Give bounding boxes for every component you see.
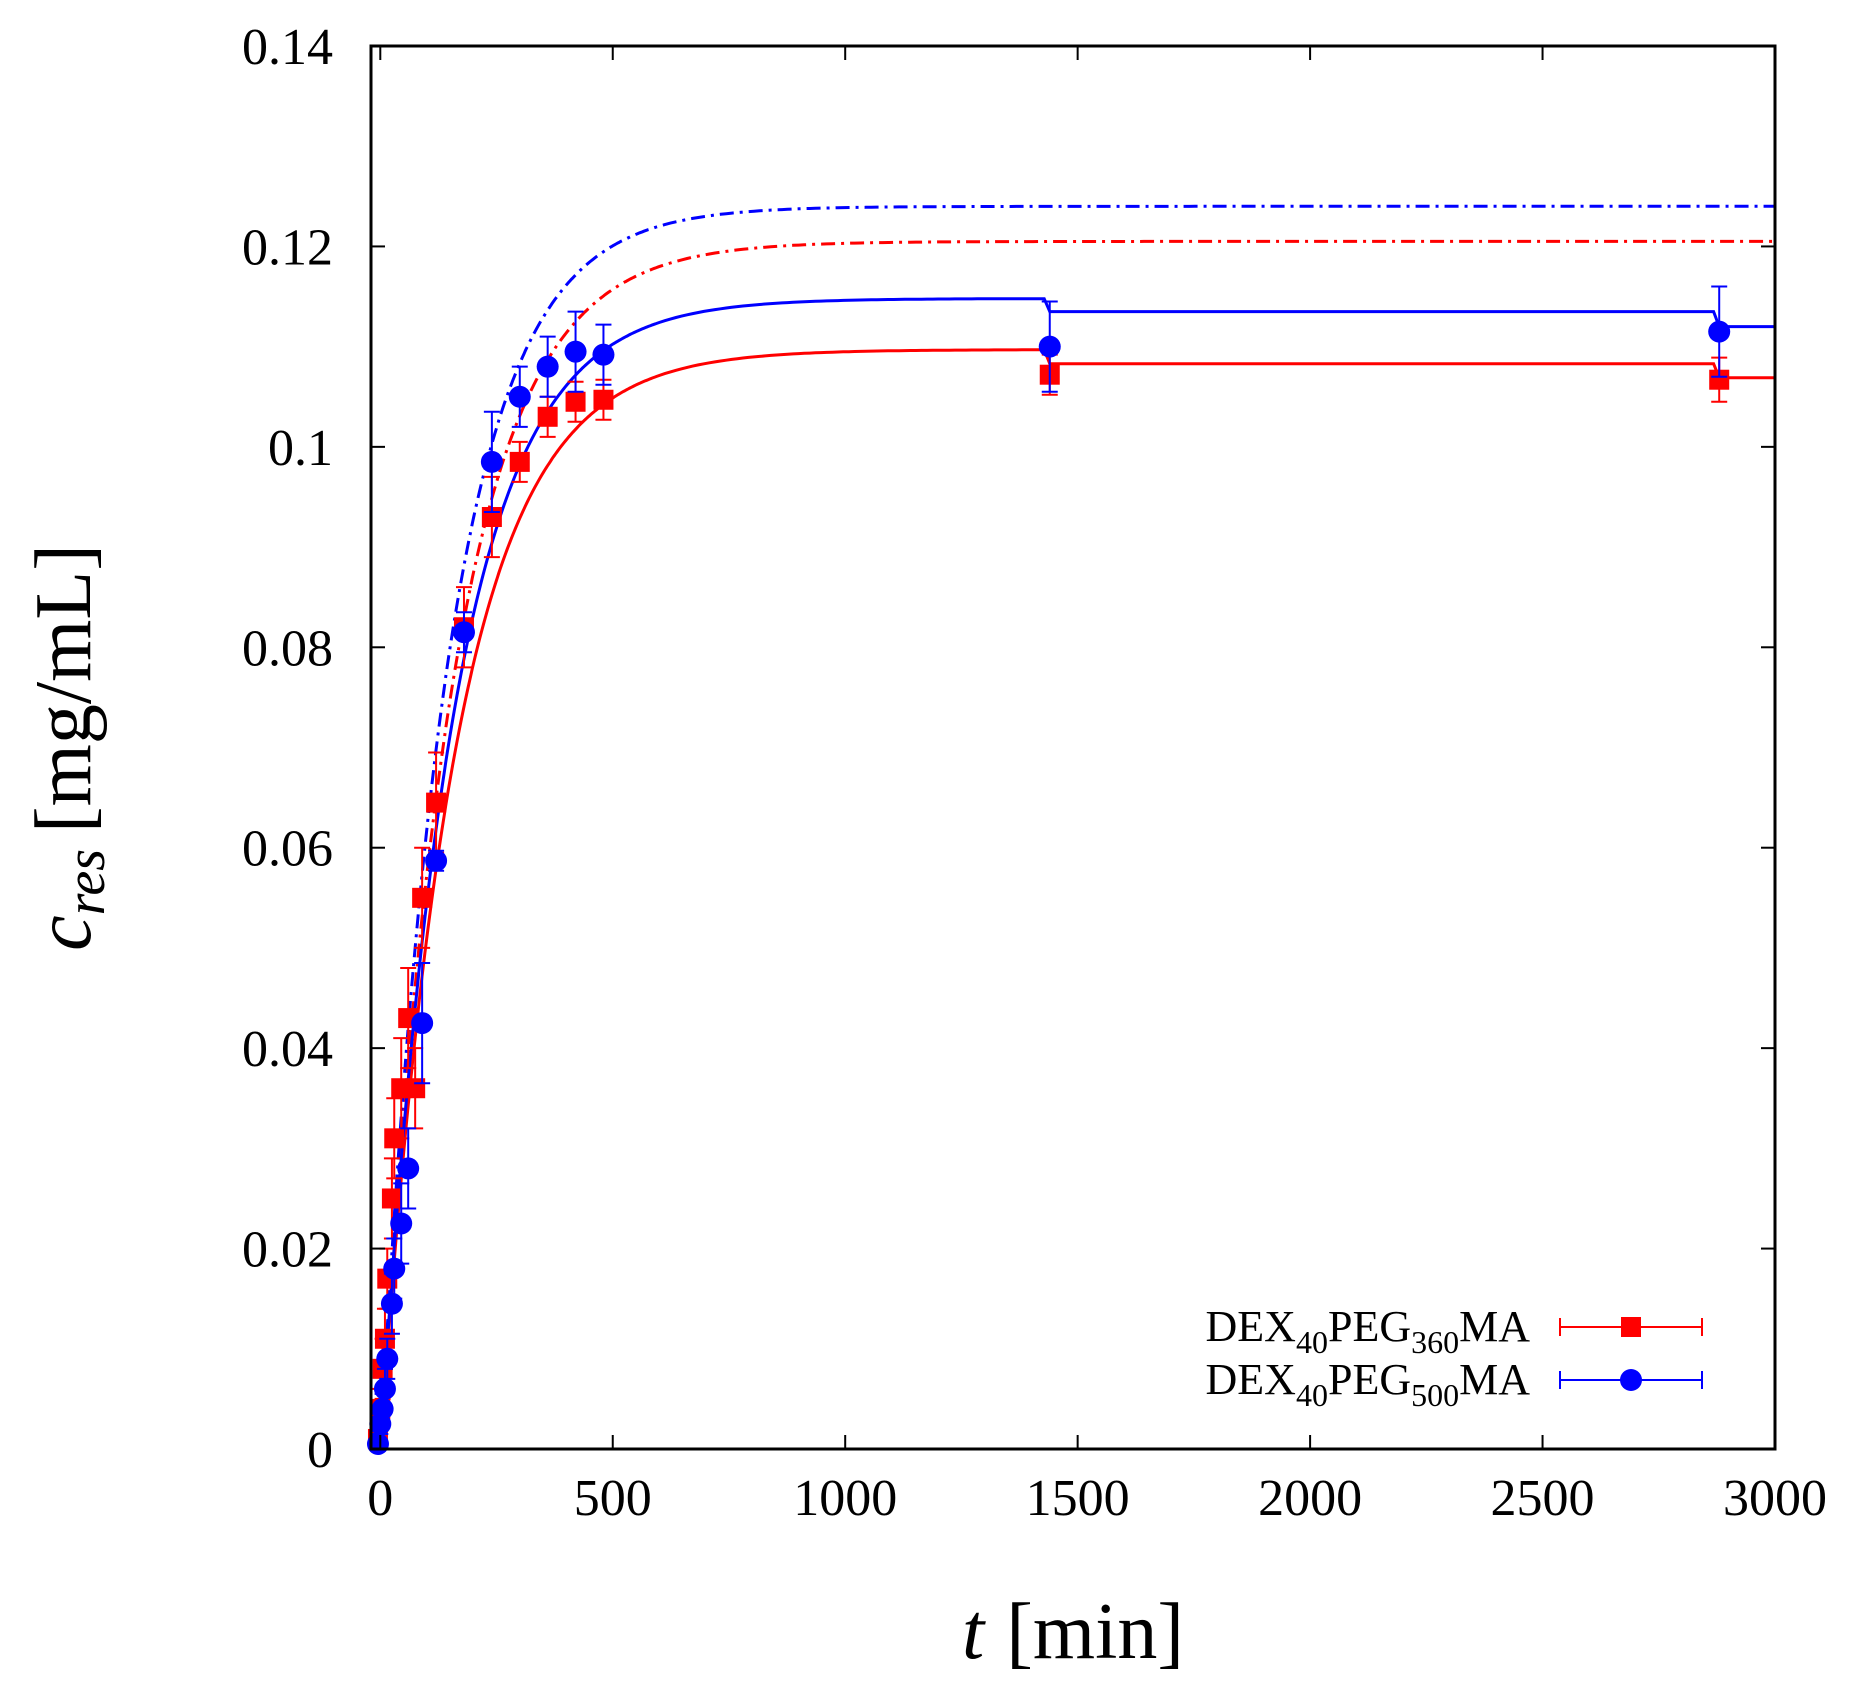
data-point-square <box>565 391 586 412</box>
curves-layer <box>378 204 1775 1450</box>
data-point-square <box>593 389 614 410</box>
y-tick-label: 0.1 <box>268 420 333 477</box>
data-point-circle <box>411 1012 434 1035</box>
x-tick-label: 3000 <box>1723 1470 1827 1527</box>
data-point-circle <box>425 849 448 872</box>
legend-text-part: PEG <box>1328 1355 1411 1404</box>
y-axis-sub: res <box>55 849 117 915</box>
x-tick-label: 2500 <box>1491 1470 1595 1527</box>
data-point-circle <box>1038 335 1061 358</box>
data-point-circle <box>380 1292 403 1315</box>
data-point-circle <box>508 385 531 408</box>
data-point-circle <box>376 1347 399 1370</box>
theory-curve-series-1 <box>378 239 1775 1450</box>
data-point-circle <box>452 621 475 644</box>
data-layer <box>366 285 1731 1455</box>
legend-marker-square <box>1621 1317 1641 1337</box>
data-point-circle <box>397 1157 420 1180</box>
plot-frame <box>369 44 1777 1451</box>
y-tick-label: 0.14 <box>242 19 333 76</box>
x-axis-var: t <box>962 1588 986 1676</box>
y-tick-label: 0 <box>307 1422 333 1479</box>
legend-text-part: PEG <box>1328 1302 1411 1351</box>
y-tick-label: 0.12 <box>242 219 333 276</box>
legend-text-part: MA <box>1459 1355 1530 1404</box>
legend-marker-circle <box>1620 1369 1642 1391</box>
legend-subscript: 360 <box>1411 1324 1459 1360</box>
y-axis-var: c <box>20 915 108 951</box>
x-axis-unit: [min] <box>1006 1588 1184 1676</box>
y-tick-label: 0.02 <box>242 1222 333 1279</box>
data-point-square <box>1709 369 1730 390</box>
x-tick-label: 1500 <box>1026 1470 1130 1527</box>
data-point-circle <box>480 450 503 473</box>
data-point-circle <box>564 340 587 363</box>
data-point-circle <box>592 343 615 366</box>
data-point-circle <box>1708 320 1731 343</box>
y-axis-unit: [mg/mL] <box>20 544 108 833</box>
tick-layer: 0 500 1000 1500 2000 2500 3000 0 0.02 0.04 0.06 0.0… <box>242 19 1827 1527</box>
legend-label: DEX40PEG500MA <box>1206 1355 1531 1413</box>
y-tick-label: 0.04 <box>242 1021 333 1078</box>
x-tick-label: 0 <box>367 1470 393 1527</box>
y-tick-label: 0.06 <box>242 821 333 878</box>
data-point-square <box>509 451 530 472</box>
y-tick-label: 0.08 <box>242 620 333 677</box>
data-point-square <box>426 792 447 813</box>
x-tick-label: 1000 <box>793 1470 897 1527</box>
legend-subscript: 40 <box>1296 1324 1328 1360</box>
y-axis-label: cres [mg/mL] <box>20 544 117 951</box>
fit-curve-series-1 <box>378 348 1775 1450</box>
data-point-circle <box>536 355 559 378</box>
legend-text-part: DEX <box>1206 1355 1296 1404</box>
theory-curve-series-2 <box>378 204 1775 1450</box>
legend-text-part: DEX <box>1206 1302 1296 1351</box>
data-point-square <box>412 887 433 908</box>
data-point-square <box>381 1188 402 1209</box>
x-tick-label: 2000 <box>1258 1470 1362 1527</box>
legend-text-part: MA <box>1459 1302 1530 1351</box>
legend-subscript: 500 <box>1411 1377 1459 1413</box>
legend-subscript: 40 <box>1296 1377 1328 1413</box>
x-tick-label: 500 <box>574 1470 652 1527</box>
x-axis-label: t [min] <box>962 1588 1184 1676</box>
data-point-square <box>537 406 558 427</box>
data-point-circle <box>373 1377 396 1400</box>
fit-curve-series-2 <box>378 297 1775 1450</box>
legend-label: DEX40PEG360MA <box>1206 1302 1531 1360</box>
data-point-circle <box>390 1212 413 1235</box>
